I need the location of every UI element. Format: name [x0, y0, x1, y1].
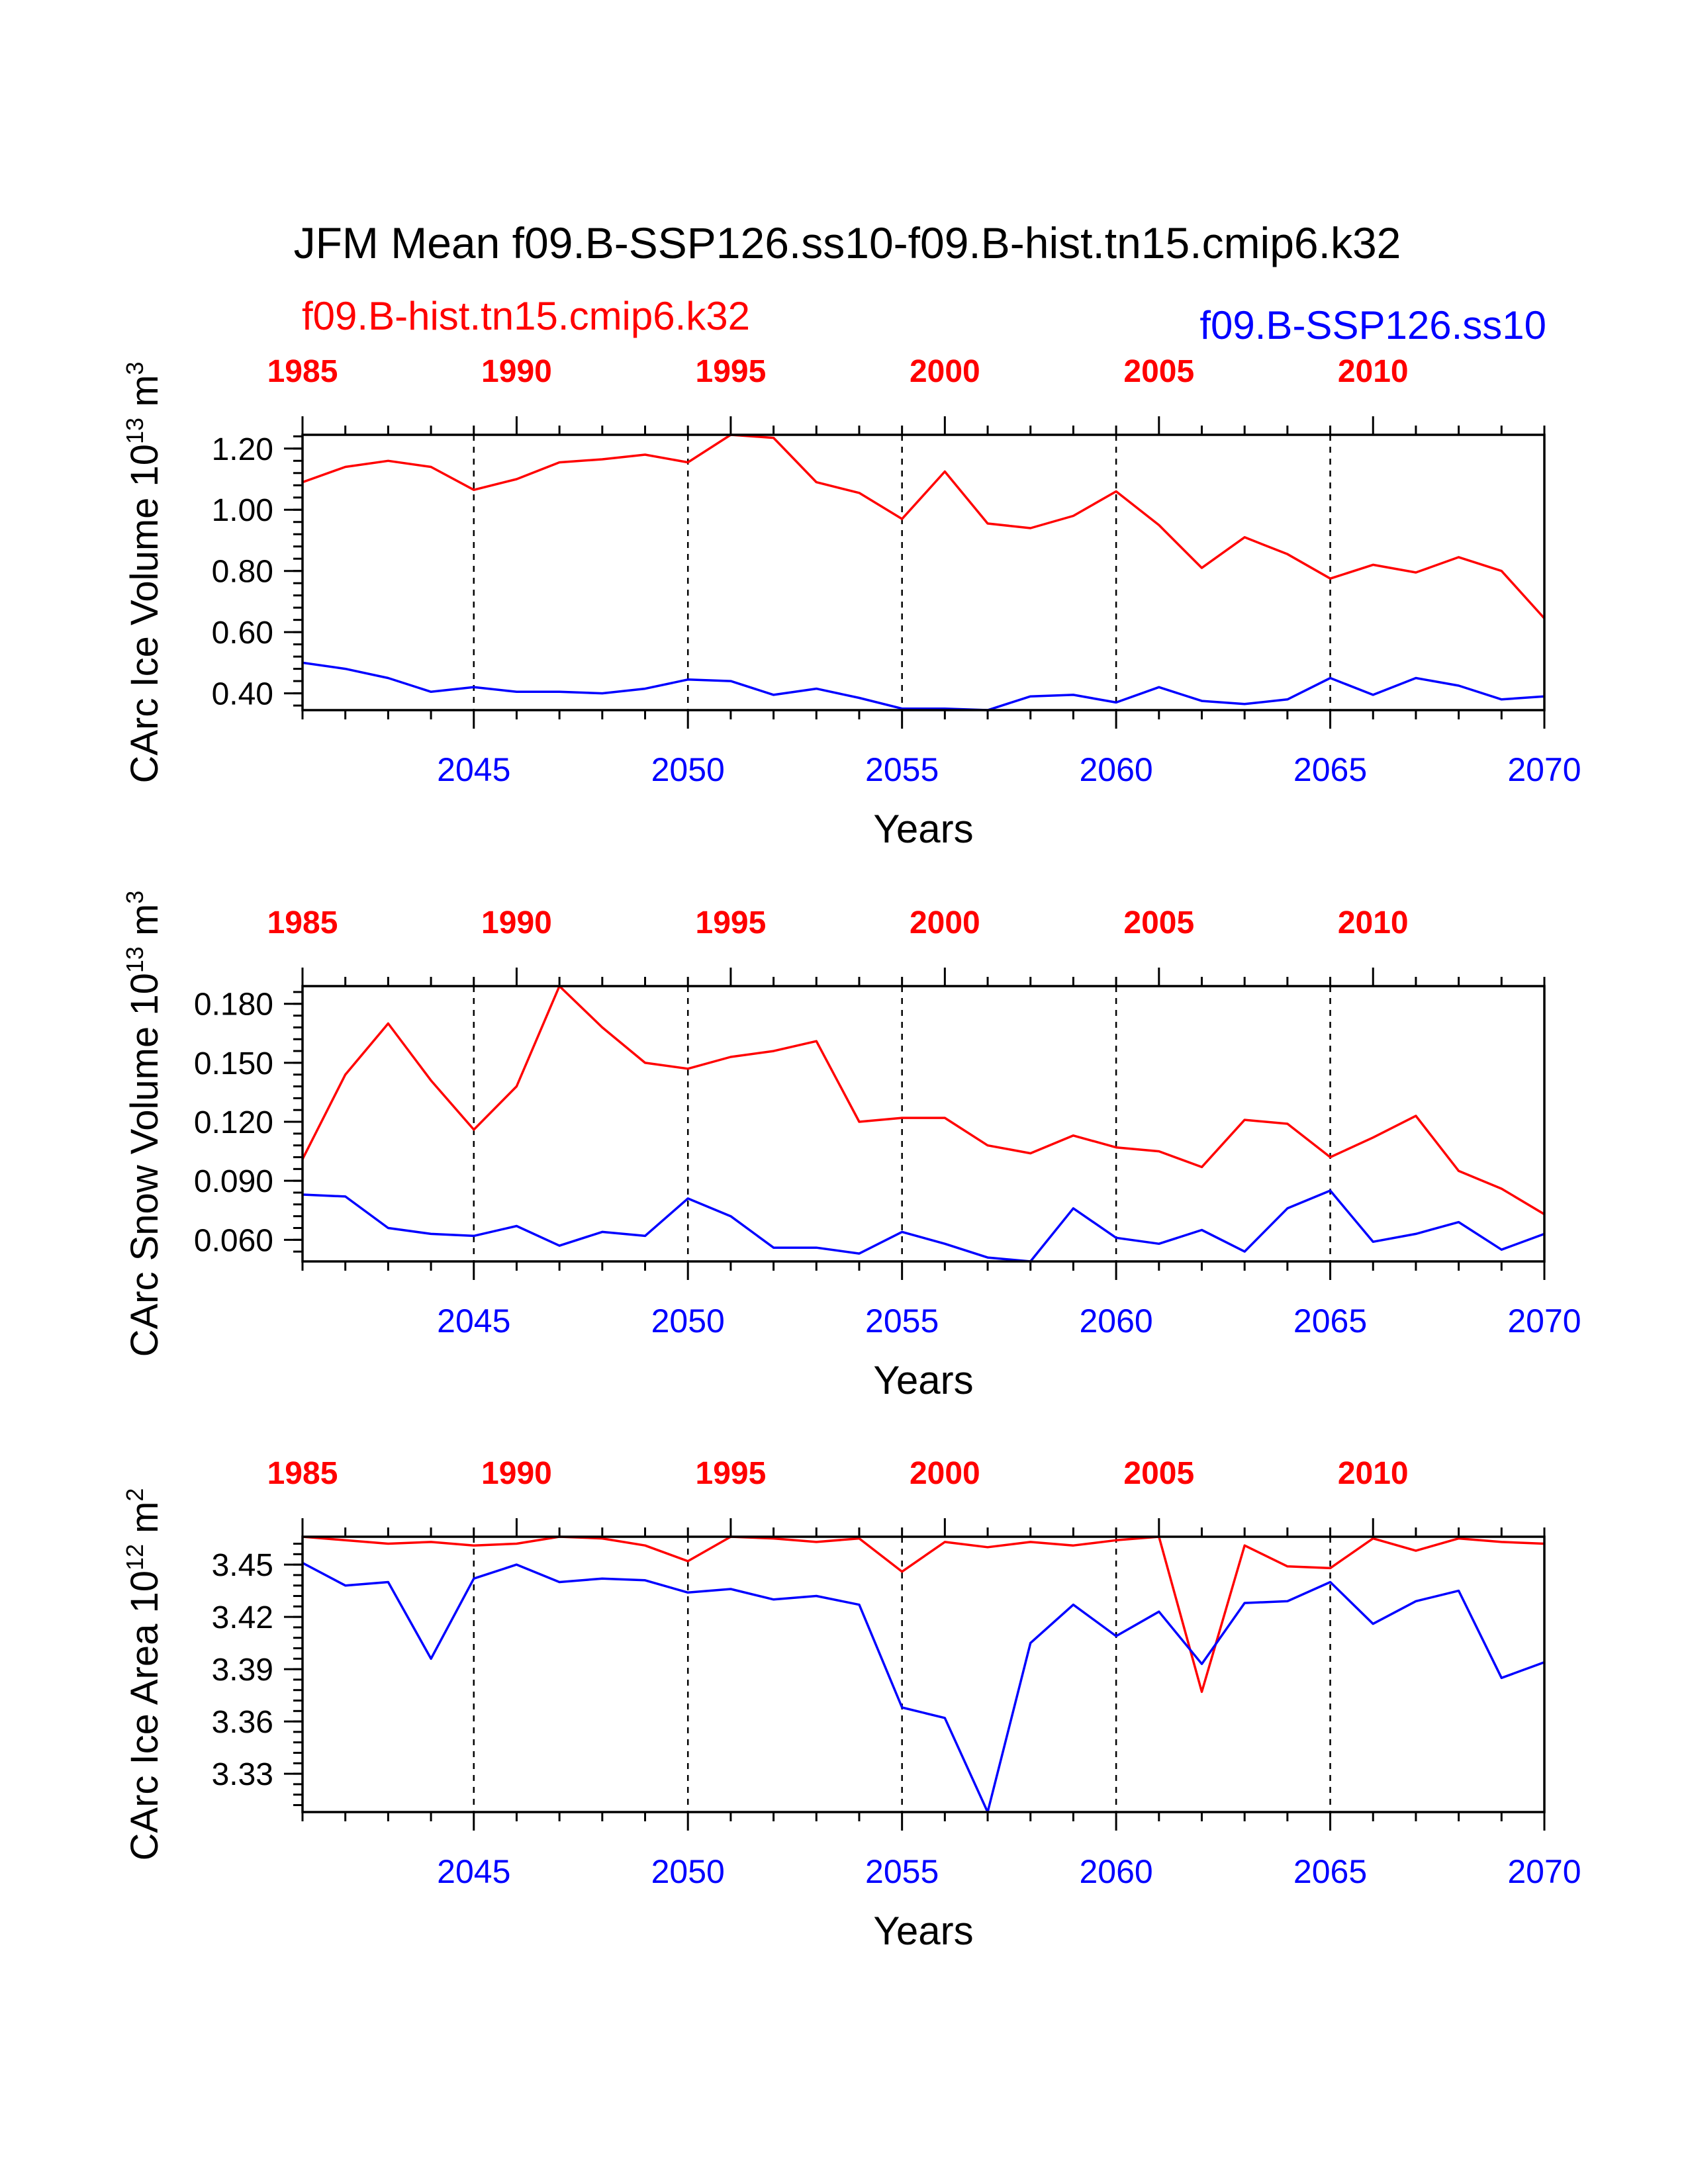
y-axis-label-superscript: 13 [121, 418, 148, 444]
top-tick-label: 2005 [1123, 1456, 1194, 1491]
x-tick-label: 2045 [437, 1853, 510, 1890]
y-tick-label: 0.150 [194, 1046, 273, 1081]
legend-hist-label: f09.B-hist.tn15.cmip6.k32 [302, 294, 750, 338]
top-tick-label: 1990 [481, 354, 552, 389]
x-tick-label: 2045 [437, 1302, 510, 1340]
plot-frame [301, 433, 1546, 711]
y-axis-label-superscript: 3 [121, 891, 148, 904]
series-line-hist [303, 1535, 1544, 1694]
x-tick-label: 2055 [865, 751, 939, 788]
x-tick-label: 2060 [1079, 751, 1152, 788]
y-axis-label-part: CArc Ice Area 10 [123, 1570, 166, 1860]
y-axis-label-superscript: 13 [121, 946, 148, 973]
y-tick-label: 0.060 [194, 1223, 273, 1258]
y-axis-label-superscript: 12 [121, 1544, 148, 1570]
chart-panel-1: 2045 2050 2055 2060 2065 2070 1985 1990 1995 2000… [121, 354, 1581, 851]
x-tick-label: 2070 [1507, 1853, 1581, 1890]
top-tick-label: 2005 [1123, 354, 1194, 389]
y-axis-label-superscript: 3 [121, 361, 148, 375]
x-axis-label: Years [873, 1358, 973, 1402]
x-tick-label: 2060 [1079, 1302, 1152, 1340]
x-tick-label: 2050 [651, 751, 725, 788]
x-axis-label: Years [873, 1909, 973, 1953]
chart-panel-2: 2045 2050 2055 2060 2065 2070 1985 1990 1995 2000… [121, 891, 1581, 1402]
top-tick-label: 1990 [481, 1456, 552, 1491]
series-line-ssp [303, 661, 1544, 711]
top-tick-label: 1995 [696, 354, 767, 389]
y-axis-label: CArc Snow Volume 1013 m3 [121, 891, 166, 1357]
x-tick-label: 2070 [1507, 1302, 1581, 1340]
y-tick-label: 0.120 [194, 1105, 273, 1140]
top-tick-label: 2000 [910, 1456, 980, 1491]
y-axis-label: CArc Ice Volume 1013 m3 [121, 361, 166, 783]
y-tick-label: 1.00 [212, 493, 273, 528]
y-axis-label-part: CArc Snow Volume 10 [123, 973, 166, 1357]
top-tick-label: 2010 [1338, 354, 1409, 389]
top-tick-label: 1985 [267, 354, 338, 389]
top-tick-label: 2005 [1123, 905, 1194, 940]
y-tick-label: 1.20 [212, 432, 273, 467]
x-tick-label: 2050 [651, 1853, 725, 1890]
y-tick-label: 0.180 [194, 987, 273, 1023]
y-axis-label-part: m [123, 375, 166, 417]
chart-panel-3: 2045 2050 2055 2060 2065 2070 1985 1990 1995 2000… [121, 1456, 1581, 1953]
x-axis-label: Years [873, 807, 973, 851]
y-axis-label-part: CArc Ice Volume 10 [123, 444, 166, 784]
top-tick-label: 2000 [910, 354, 980, 389]
legend-ssp-label: f09.B-SSP126.ss10 [1199, 303, 1546, 347]
y-tick-label: 3.39 [212, 1653, 273, 1688]
series-line-hist [303, 433, 1544, 619]
x-tick-label: 2065 [1293, 1302, 1367, 1340]
top-tick-label: 2000 [910, 905, 980, 940]
x-tick-label: 2065 [1293, 1853, 1367, 1890]
top-tick-label: 1985 [267, 1456, 338, 1491]
top-tick-label: 2010 [1338, 905, 1409, 940]
top-tick-label: 1995 [696, 905, 767, 940]
y-axis-label-part: m [123, 904, 166, 946]
x-tick-label: 2065 [1293, 751, 1367, 788]
x-tick-label: 2055 [865, 1853, 939, 1890]
series-line-ssp [303, 1189, 1544, 1263]
series-line-hist [303, 985, 1544, 1216]
x-tick-label: 2055 [865, 1302, 939, 1340]
x-tick-label: 2045 [437, 751, 510, 788]
y-tick-label: 3.45 [212, 1548, 273, 1583]
x-tick-label: 2060 [1079, 1853, 1152, 1890]
y-tick-label: 0.80 [212, 555, 273, 590]
chart-title: JFM Mean f09.B-SSP126.ss10-f09.B-hist.tn… [294, 218, 1401, 267]
y-axis-label-superscript: 2 [121, 1488, 148, 1502]
panels: 2045 2050 2055 2060 2065 2070 1985 1990 1995 2000… [121, 354, 1581, 1953]
top-tick-label: 1995 [696, 1456, 767, 1491]
x-tick-label: 2070 [1507, 751, 1581, 788]
plot-frame [301, 985, 1546, 1263]
plot-frame [301, 1535, 1546, 1813]
y-axis-label: CArc Ice Area 1012 m2 [121, 1488, 166, 1861]
y-tick-label: 0.090 [194, 1164, 273, 1199]
y-tick-label: 0.40 [212, 677, 273, 712]
x-tick-label: 2050 [651, 1302, 725, 1340]
top-tick-label: 2010 [1338, 1456, 1409, 1491]
y-tick-label: 3.42 [212, 1600, 273, 1635]
top-tick-label: 1990 [481, 905, 552, 940]
y-tick-label: 0.60 [212, 615, 273, 651]
y-tick-label: 3.33 [212, 1757, 273, 1792]
y-tick-label: 3.36 [212, 1705, 273, 1740]
top-tick-label: 1985 [267, 905, 338, 940]
series-line-ssp [303, 1561, 1544, 1813]
y-axis-label-part: m [123, 1502, 166, 1544]
